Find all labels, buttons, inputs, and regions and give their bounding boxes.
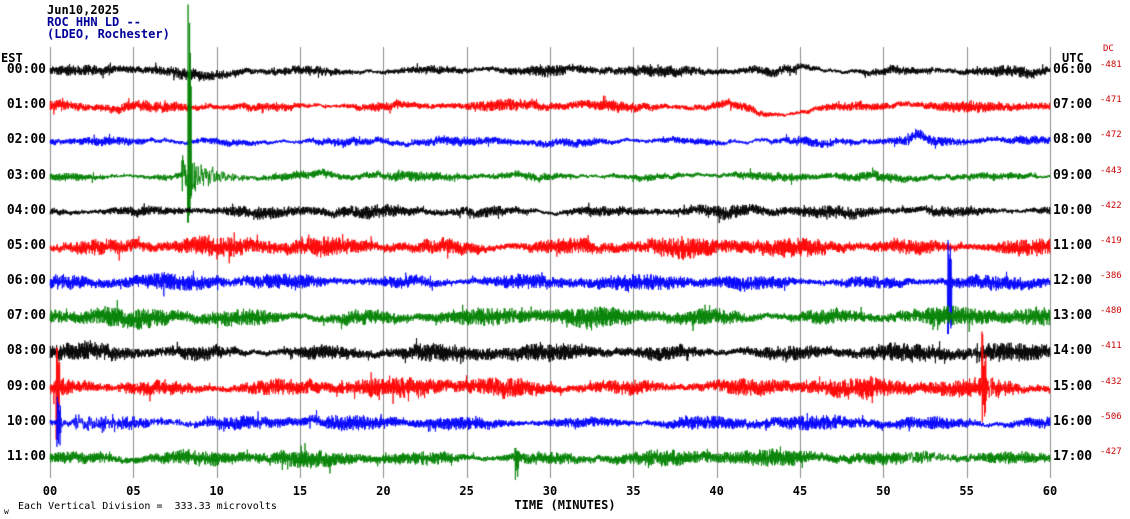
utc-axis-label: UTC — [1062, 51, 1084, 65]
utc-time-label: 06:00 — [1053, 62, 1093, 77]
utc-time-label: 09:00 — [1053, 167, 1093, 183]
dc-value: -471 — [1100, 95, 1122, 106]
dc-value: -419 — [1100, 235, 1122, 246]
dc-value: -481 — [1100, 60, 1122, 70]
header-location: (LDEO, Rochester) — [47, 27, 170, 41]
dc-value: -480 — [1100, 306, 1122, 317]
utc-time-label: 12:00 — [1053, 273, 1093, 289]
est-time-label: 05:00 — [6, 237, 46, 253]
est-time-label: 10:00 — [6, 413, 46, 429]
x-tick-label: 05 — [126, 484, 141, 498]
est-time-label: 00:00 — [6, 62, 46, 77]
x-axis-title: TIME (MINUTES) — [514, 498, 616, 512]
header-station: ROC HHN LD -- — [47, 15, 141, 29]
est-time-label: 04:00 — [6, 202, 46, 218]
dc-value: -506 — [1100, 411, 1122, 422]
utc-time-label: 15:00 — [1053, 378, 1093, 394]
est-time-label: 08:00 — [6, 343, 46, 359]
x-tick-label: 15 — [292, 484, 308, 498]
utc-time-label: 08:00 — [1053, 132, 1093, 148]
dc-axis-label: DC — [1103, 44, 1114, 54]
x-tick-label: 35 — [626, 484, 641, 498]
x-tick-label: 25 — [459, 484, 474, 498]
utc-time-label: 13:00 — [1053, 308, 1093, 324]
dc-value: -443 — [1100, 165, 1122, 176]
x-tick-label: 60 — [1042, 484, 1058, 498]
dc-value: -422 — [1100, 200, 1122, 211]
utc-time-label: 17:00 — [1053, 448, 1093, 464]
x-tick-label: 50 — [876, 484, 891, 498]
est-time-label: 09:00 — [6, 378, 46, 394]
dc-value: -432 — [1100, 376, 1122, 387]
utc-time-label: 16:00 — [1053, 413, 1093, 429]
est-axis-label: EST — [1, 51, 23, 65]
est-time-label: 06:00 — [6, 273, 46, 289]
header-date: Jun10,2025 — [47, 3, 120, 17]
est-time-label: 07:00 — [6, 308, 46, 324]
x-tick-label: 55 — [959, 484, 974, 498]
x-tick-label: 45 — [792, 484, 808, 498]
dc-value: -427 — [1100, 446, 1122, 457]
scale-note: Each Vertical Division = 333.33 microvol… — [18, 501, 277, 512]
x-tick-label: 40 — [709, 484, 724, 498]
utc-time-label: 07:00 — [1053, 97, 1093, 113]
est-time-label: 03:00 — [6, 167, 46, 183]
dc-value: -411 — [1100, 341, 1122, 352]
est-time-label: 11:00 — [6, 448, 46, 464]
x-tick-label: 20 — [376, 484, 391, 498]
utc-time-label: 10:00 — [1053, 202, 1093, 218]
dc-value: -386 — [1100, 271, 1122, 282]
utc-time-label: 14:00 — [1053, 343, 1093, 359]
corner-mark: w — [4, 507, 9, 516]
est-time-label: 02:00 — [6, 132, 46, 148]
est-time-label: 01:00 — [6, 97, 46, 113]
utc-time-label: 11:00 — [1053, 237, 1093, 253]
x-tick-label: 30 — [542, 484, 558, 498]
dc-value: -472 — [1100, 130, 1122, 141]
x-tick-label: 00 — [42, 484, 58, 498]
x-tick-label: 10 — [209, 484, 224, 498]
